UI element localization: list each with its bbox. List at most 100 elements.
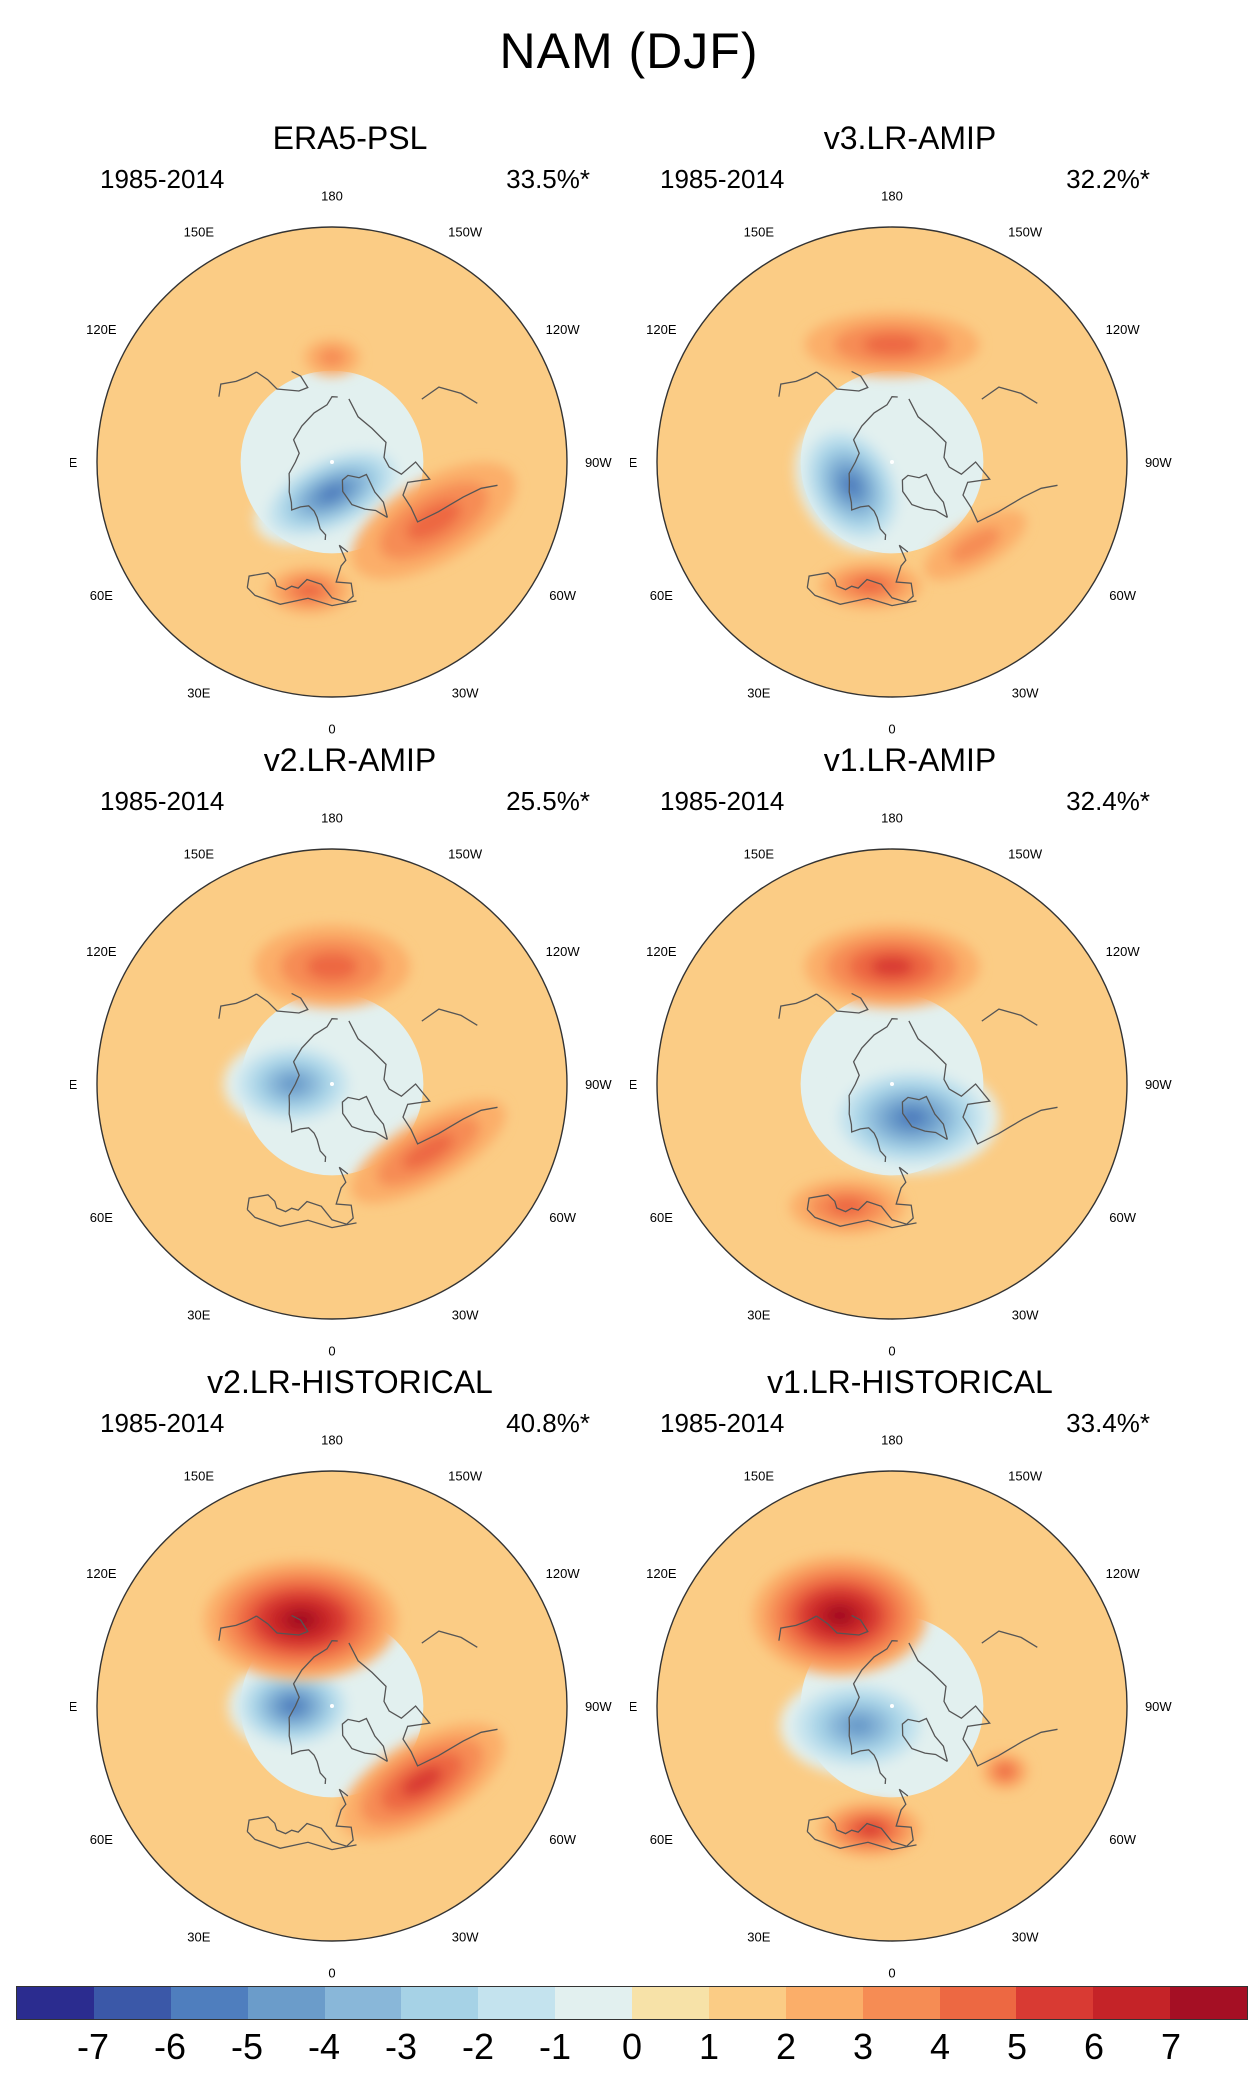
anomaly-low bbox=[228, 1660, 358, 1752]
anomaly-low bbox=[254, 442, 410, 545]
longitude-label: 0 bbox=[888, 1343, 895, 1358]
longitude-label: 120W bbox=[1106, 1566, 1141, 1581]
anomaly-high bbox=[819, 1801, 921, 1858]
coastline bbox=[421, 386, 478, 404]
colorbar-segment bbox=[939, 1987, 1017, 2019]
longitude-label: 180 bbox=[321, 189, 343, 204]
longitude-label: 120W bbox=[1106, 322, 1141, 337]
anomaly-contour bbox=[319, 484, 345, 502]
panel-title: v3.LR-AMIP bbox=[823, 120, 997, 156]
coastline bbox=[848, 1640, 898, 1785]
colorbar-tick-label: 4 bbox=[929, 2026, 951, 2067]
north-pole-marker bbox=[330, 1082, 334, 1086]
longitude-label: 150E bbox=[184, 224, 215, 239]
anomaly-contour bbox=[318, 348, 346, 367]
coastline bbox=[341, 1095, 389, 1140]
longitude-label: 30W bbox=[452, 1308, 479, 1323]
longitude-label: 60W bbox=[549, 1832, 576, 1847]
longitude-label: 60W bbox=[1109, 1832, 1136, 1847]
longitude-label: 120E bbox=[646, 944, 677, 959]
coastline bbox=[806, 1831, 917, 1851]
longitude-label: 60E bbox=[650, 1210, 673, 1225]
map-boundary bbox=[656, 848, 1128, 1320]
coastline bbox=[421, 1008, 478, 1026]
longitude-label: 30E bbox=[187, 1930, 210, 1945]
colorbar-tick-label: 6 bbox=[1083, 2026, 1105, 2067]
panel-title: v1.LR-HISTORICAL bbox=[767, 1364, 1053, 1400]
colorbar-segment bbox=[1016, 1987, 1094, 2019]
coastline bbox=[246, 1831, 357, 1851]
coastline bbox=[908, 1020, 1058, 1145]
anomaly-high bbox=[350, 1099, 506, 1204]
coastlines bbox=[778, 992, 1058, 1229]
panel-period: 1985-2014 bbox=[100, 1408, 225, 1438]
coastline bbox=[816, 370, 869, 392]
anomaly-contour bbox=[862, 333, 922, 356]
longitude-label: 150E bbox=[184, 846, 215, 861]
longitude-label: 60E bbox=[650, 588, 673, 603]
longitude-label: 90W bbox=[1145, 1077, 1172, 1092]
longitude-label: 60W bbox=[549, 1210, 576, 1225]
coastline bbox=[421, 1630, 478, 1648]
coastline bbox=[218, 371, 257, 397]
coastline bbox=[341, 473, 389, 518]
longitude-label: 0 bbox=[888, 721, 895, 736]
colorbar-segment bbox=[1093, 1987, 1171, 2019]
longitude-label: 90E bbox=[630, 1077, 638, 1092]
coastline bbox=[806, 1788, 914, 1847]
panel-title: v2.LR-HISTORICAL bbox=[207, 1364, 493, 1400]
anomaly-high bbox=[804, 925, 980, 1008]
longitude-label: 30E bbox=[187, 1308, 210, 1323]
polar-map: 180 150E 120E 90E 60E 30E 0 30W 60W 90W 120W 150W bbox=[70, 189, 612, 737]
longitude-label: 30W bbox=[1012, 1930, 1039, 1945]
longitude-label: 90W bbox=[585, 1077, 612, 1092]
map-panel: v3.LR-AMIP 1985-2014 32.2%* 180 150E 120E 90E 6… bbox=[630, 120, 1190, 736]
panel-period: 1985-2014 bbox=[660, 164, 785, 194]
panel-explained-variance: 25.5%* bbox=[506, 786, 590, 816]
longitude-label: 120W bbox=[546, 944, 581, 959]
coastline bbox=[246, 587, 357, 607]
coastline bbox=[246, 1788, 354, 1847]
longitude-label: 30W bbox=[452, 686, 479, 701]
longitude-label: 180 bbox=[321, 811, 343, 826]
longitude-label: 120E bbox=[86, 322, 117, 337]
longitude-label: 0 bbox=[328, 721, 335, 736]
anomaly-high bbox=[752, 1555, 928, 1676]
longitude-label: 150W bbox=[1008, 1468, 1043, 1483]
north-pole-marker bbox=[330, 460, 334, 464]
coastline bbox=[816, 992, 869, 1014]
coastlines bbox=[218, 992, 498, 1229]
longitude-label: 90E bbox=[70, 1699, 78, 1714]
colorbar-tick-label: 1 bbox=[698, 2026, 720, 2067]
coastlines bbox=[218, 1614, 498, 1851]
coastline bbox=[256, 1614, 309, 1636]
panel-title: v1.LR-AMIP bbox=[823, 742, 997, 778]
coastlines bbox=[778, 370, 1058, 607]
longitude-label: 150E bbox=[744, 1468, 775, 1483]
colorbar-segment bbox=[17, 1987, 94, 2019]
anomaly-contour bbox=[402, 1134, 455, 1169]
longitude-label: 0 bbox=[328, 1343, 335, 1358]
coastline bbox=[218, 1615, 257, 1641]
panel-explained-variance: 32.2%* bbox=[1066, 164, 1150, 194]
anomaly-high bbox=[789, 1179, 905, 1235]
longitude-label: 120W bbox=[546, 1566, 581, 1581]
coastlines bbox=[778, 1614, 1058, 1851]
longitude-label: 90E bbox=[70, 1077, 78, 1092]
longitude-label: 30E bbox=[187, 686, 210, 701]
coastline bbox=[246, 1166, 354, 1225]
panel-period: 1985-2014 bbox=[100, 164, 225, 194]
figure-title: NAM (DJF) bbox=[499, 23, 759, 79]
longitude-label: 30W bbox=[1012, 1308, 1039, 1323]
coastline bbox=[256, 992, 309, 1014]
longitude-label: 180 bbox=[321, 1433, 343, 1448]
longitude-label: 150W bbox=[1008, 846, 1043, 861]
panel-explained-variance: 33.4%* bbox=[1066, 1408, 1150, 1438]
anomaly-high bbox=[819, 562, 921, 609]
colorbar-tick-label: -1 bbox=[538, 2026, 572, 2067]
longitude-label: 30W bbox=[1012, 686, 1039, 701]
colorbar-tick-label: 7 bbox=[1160, 2026, 1182, 2067]
colorbar-labels: -7 -6 -5 -4 -3 -2 -1 0 1 2 3 4 5 6 7 bbox=[16, 2026, 1248, 2076]
panel-period: 1985-2014 bbox=[660, 1408, 785, 1438]
longitude-label: 120E bbox=[86, 1566, 117, 1581]
